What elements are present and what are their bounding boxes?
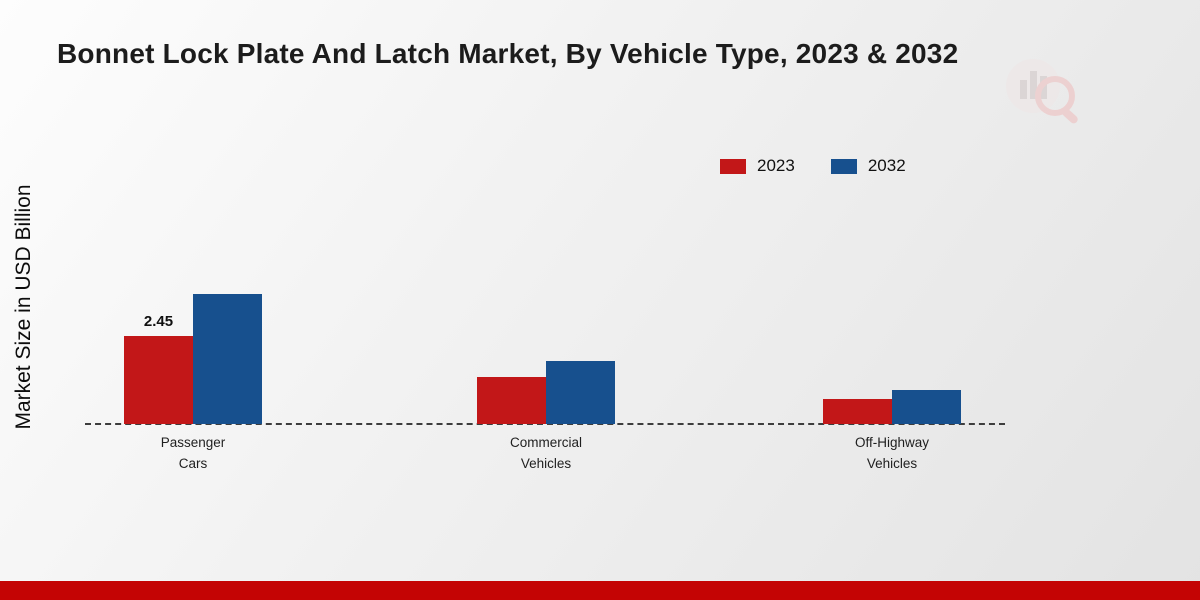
watermark-logo xyxy=(1006,59,1078,124)
legend-label-2023: 2023 xyxy=(757,156,795,175)
legend-label-2032: 2032 xyxy=(867,156,906,175)
bar-2032-commercial-vehicles xyxy=(546,361,615,424)
legend: 2023 2032 xyxy=(720,156,906,176)
bar-2023-off-highway-vehicles xyxy=(823,399,892,424)
bar-group-off-highway-vehicles: Off-Highway Vehicles xyxy=(823,390,961,471)
bar-2023-commercial-vehicles xyxy=(477,377,546,424)
x-axis-baseline xyxy=(85,423,1005,425)
bar-2023-passenger-cars xyxy=(124,336,193,424)
bar-value-label-passenger-cars: 2.45 xyxy=(143,313,174,330)
bar-group-commercial-vehicles: Commercial Vehicles xyxy=(477,361,615,471)
legend-swatch-2023 xyxy=(720,158,746,174)
bar-group-passenger-cars: Passenger Cars xyxy=(124,294,262,471)
chart-title: Bonnet Lock Plate And Latch Market, By V… xyxy=(57,38,959,69)
plot-area: 2.45 Passenger Cars Commercial Vehicles Off… xyxy=(85,294,1005,471)
footer-accent-bar xyxy=(0,581,1200,600)
legend-swatch-2032 xyxy=(830,158,857,174)
legend-item-2023: 2023 xyxy=(720,156,795,176)
category-label-off-highway-vehicles: Off-Highway Vehicles xyxy=(854,435,930,471)
category-label-commercial-vehicles: Commercial Vehicles xyxy=(509,435,582,471)
bar-2032-off-highway-vehicles xyxy=(892,390,961,424)
legend-item-2032: 2032 xyxy=(830,156,906,176)
bar-2032-passenger-cars xyxy=(193,294,262,424)
category-label-passenger-cars: Passenger Cars xyxy=(160,435,226,471)
